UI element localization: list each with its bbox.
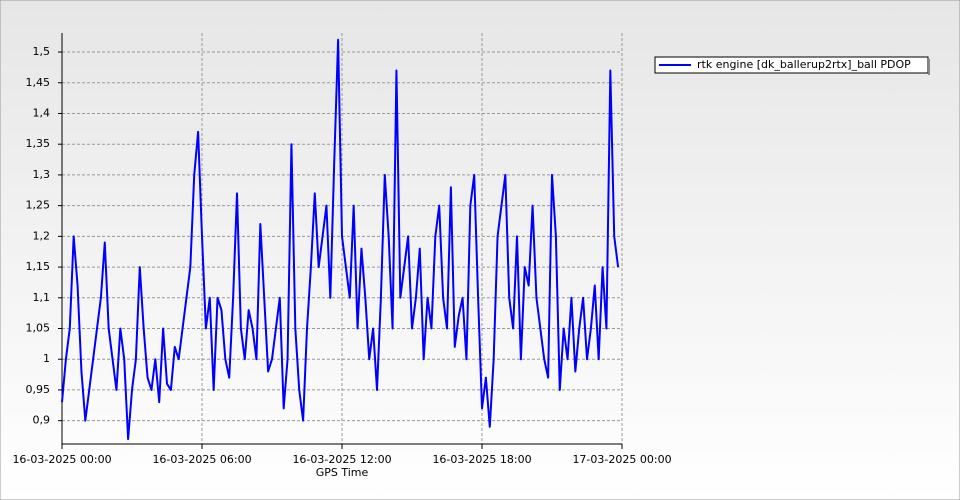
legend: rtk engine [dk_ballerup2rtx]_ball PDOP (654, 56, 930, 75)
y-tick-label: 1,1 (33, 291, 51, 304)
y-tick-label: 1,3 (33, 168, 51, 181)
y-tick-label: 1,15 (26, 260, 51, 273)
legend-shadow (928, 59, 930, 75)
y-tick-label: 0,9 (33, 414, 51, 427)
x-tick-label: 17-03-2025 00:00 (572, 453, 671, 466)
y-tick-label: 1,45 (26, 76, 51, 89)
y-tick-label: 1,35 (26, 137, 51, 150)
y-tick-label: 1,05 (26, 322, 51, 335)
x-tick-label: 16-03-2025 18:00 (432, 453, 531, 466)
y-tick-label: 1,5 (33, 45, 51, 58)
x-tick-label: 16-03-2025 00:00 (12, 453, 111, 466)
y-tick-label: 1,2 (33, 229, 51, 242)
y-tick-label: 1,4 (33, 106, 51, 119)
x-axis-title: GPS Time (316, 466, 369, 479)
y-tick-label: 0,95 (26, 383, 51, 396)
y-tick-label: 1,25 (26, 199, 51, 212)
y-tick-label: 1 (43, 352, 50, 365)
legend-label: rtk engine [dk_ballerup2rtx]_ball PDOP (697, 58, 911, 71)
x-tick-label: 16-03-2025 12:00 (292, 453, 391, 466)
data-line (61, 38, 620, 441)
x-tick-label: 16-03-2025 06:00 (152, 453, 251, 466)
